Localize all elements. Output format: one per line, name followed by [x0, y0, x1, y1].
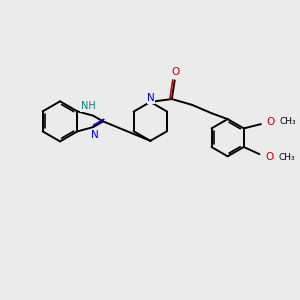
Text: CH₃: CH₃ — [280, 117, 296, 126]
Text: O: O — [267, 117, 275, 127]
Text: N: N — [147, 94, 155, 103]
Text: CH₃: CH₃ — [278, 152, 295, 161]
Text: O: O — [171, 68, 180, 77]
Text: N: N — [91, 130, 98, 140]
Text: O: O — [266, 152, 274, 162]
Text: NH: NH — [81, 101, 95, 112]
